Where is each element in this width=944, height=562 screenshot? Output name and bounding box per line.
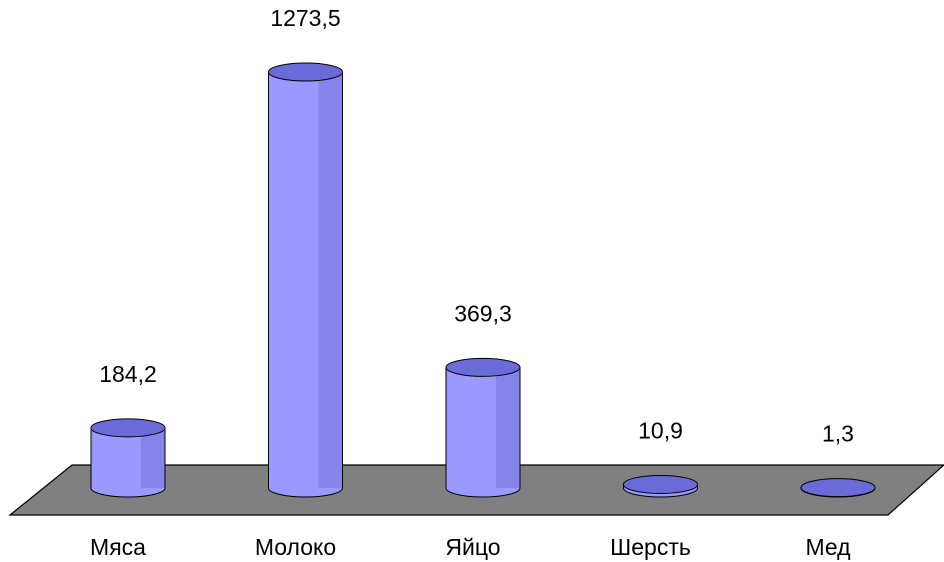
value-label: 184,2 bbox=[99, 361, 157, 387]
value-label: 369,3 bbox=[454, 300, 512, 326]
bar-top bbox=[800, 478, 876, 498]
bar-shade bbox=[140, 427, 165, 488]
bar bbox=[90, 418, 166, 498]
x-tick-label: Мяса bbox=[90, 534, 146, 560]
bar-top bbox=[623, 474, 698, 494]
bar bbox=[623, 474, 698, 498]
bar-top bbox=[445, 357, 521, 377]
value-label: 10,9 bbox=[638, 418, 683, 444]
value-label: 1273,5 bbox=[270, 5, 340, 31]
x-tick-label: Мед bbox=[805, 534, 851, 560]
bar-top bbox=[90, 418, 166, 438]
bar-top bbox=[268, 62, 343, 82]
x-tick-label: Яйцо bbox=[445, 534, 500, 560]
bar bbox=[445, 357, 521, 498]
value-label: 1,3 bbox=[822, 421, 854, 447]
bar-shade bbox=[318, 72, 343, 488]
x-tick-label: Молоко bbox=[255, 534, 336, 560]
bar bbox=[268, 62, 343, 498]
x-tick-label: Шерсть bbox=[610, 534, 691, 560]
bar-shade bbox=[495, 367, 520, 488]
bar bbox=[800, 478, 876, 498]
